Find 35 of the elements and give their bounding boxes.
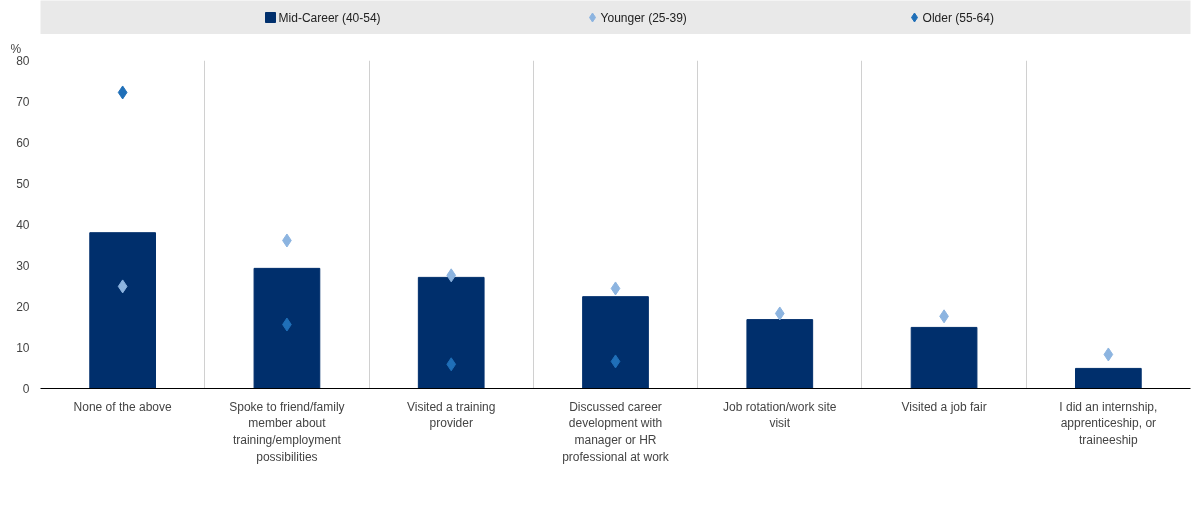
- point: [610, 354, 621, 369]
- point: [446, 357, 457, 372]
- y-tick-label: 10: [16, 341, 30, 355]
- point: [1103, 347, 1114, 362]
- x-tick-label: Visited a job fair: [901, 399, 987, 414]
- point: [117, 279, 128, 294]
- bar: [89, 232, 156, 389]
- point: [446, 268, 457, 283]
- bar: [1075, 367, 1142, 389]
- y-tick-label: 70: [16, 95, 30, 109]
- x-tick-label: I did an internship, apprenticeship, or traineeship: [1059, 399, 1158, 448]
- bar: [910, 326, 978, 389]
- bar: [746, 319, 814, 389]
- point: [610, 281, 621, 296]
- x-tick-label: Discussed career development with manager or HR professional at work: [562, 399, 670, 464]
- legend-label: Younger (25-39): [600, 10, 687, 25]
- bar: [417, 276, 485, 389]
- bar: [253, 267, 321, 389]
- y-tick-label: 0: [22, 382, 30, 396]
- x-tick-label: None of the above: [73, 399, 173, 414]
- y-tick-label: 60: [16, 136, 30, 150]
- y-tick-label: 80: [16, 54, 30, 68]
- y-axis-title: %: [10, 41, 22, 56]
- x-tick-label: Spoke to friend/family member about training/employment possibilities: [229, 399, 345, 464]
- x-tick-label: Job rotation/work site visit: [723, 399, 837, 431]
- y-tick-label: 40: [16, 218, 30, 232]
- bar: [582, 296, 649, 389]
- y-tick-label: 20: [16, 300, 30, 314]
- y-tick-label: 30: [16, 259, 30, 273]
- legend-label: Mid-Career (40-54): [278, 10, 381, 25]
- x-tick-label: Visited a training provider: [406, 399, 496, 431]
- y-tick-label: 50: [16, 177, 30, 191]
- point: [117, 85, 128, 100]
- point: [774, 306, 785, 321]
- legend-label: Older (55-64): [922, 10, 994, 25]
